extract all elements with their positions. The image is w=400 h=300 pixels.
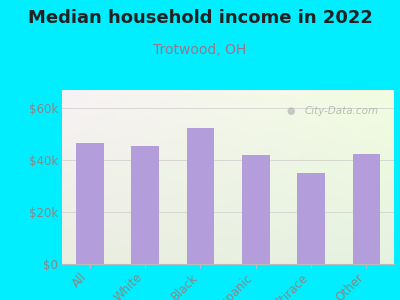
Bar (242, 155, 270, 264)
Bar (297, 173, 325, 264)
Bar (76, 143, 104, 264)
Text: City-Data.com: City-Data.com (304, 106, 378, 116)
Text: Trotwood, OH: Trotwood, OH (153, 44, 247, 58)
Bar (186, 128, 214, 264)
Bar (352, 154, 380, 264)
Bar (131, 146, 159, 264)
Text: Median household income in 2022: Median household income in 2022 (28, 9, 372, 27)
Text: ●: ● (287, 106, 295, 116)
